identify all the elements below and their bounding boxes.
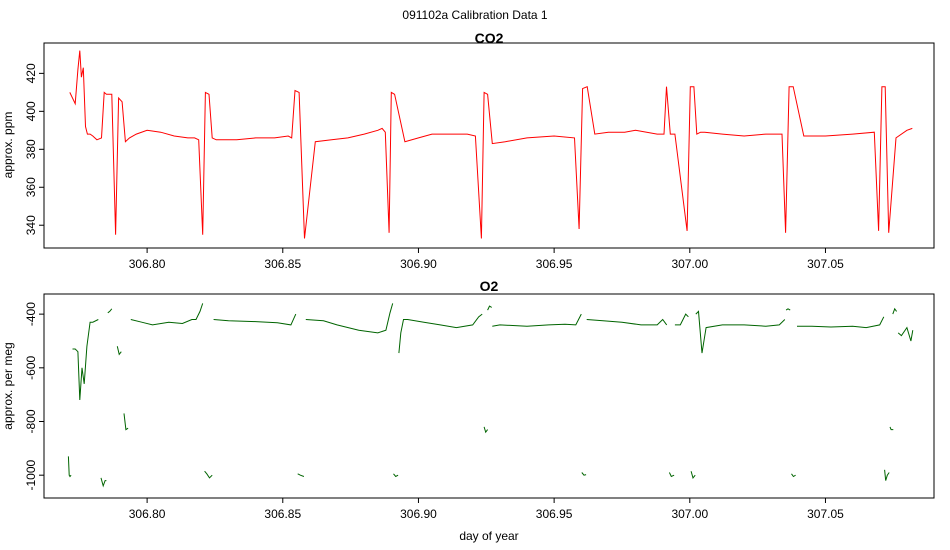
co2-y-tick-label: 340	[24, 215, 38, 235]
co2-x-tick-label: 306.80	[129, 257, 166, 271]
o2-series-line-3	[107, 308, 113, 314]
co2-y-tick-label: 400	[24, 101, 38, 121]
o2-series-line-9	[297, 473, 305, 477]
co2-x-tick-label: 307.00	[671, 257, 708, 271]
co2-y-tick-label: 380	[24, 139, 38, 159]
o2-y-tick-label: -800	[24, 409, 38, 433]
co2-y-tick-label: 420	[24, 63, 38, 83]
o2-y-tick-label: -400	[24, 302, 38, 326]
o2-series-line-14	[487, 305, 492, 311]
o2-x-tick-label: 306.85	[264, 507, 301, 521]
o2-y-tick-label: -1000	[24, 460, 38, 491]
o2-title: O2	[480, 278, 499, 294]
o2-x-label: day of year	[459, 529, 518, 543]
o2-series-line-20	[690, 471, 696, 479]
o2-x-tick-label: 307.00	[671, 507, 708, 521]
o2-series-line-24	[797, 316, 885, 329]
o2-x-tick-label: 306.90	[400, 507, 437, 521]
o2-series-line-7	[204, 470, 213, 479]
o2-x-tick-label: 306.80	[129, 507, 166, 521]
co2-series	[69, 50, 913, 239]
co2-y-label: approx. ppm	[1, 112, 15, 179]
o2-series-line-0	[67, 456, 72, 478]
o2-x-tick-label: 306.95	[536, 507, 573, 521]
o2-series-line-8	[213, 313, 297, 326]
o2-series-line-25	[884, 469, 890, 481]
o2-series-line-12	[398, 313, 483, 354]
figure-title: 091102a Calibration Data 1	[402, 8, 548, 22]
co2-plot-frame	[43, 42, 935, 249]
co2-x-tick-label: 306.85	[264, 257, 301, 271]
o2-series-line-22	[785, 308, 791, 311]
co2-title: CO2	[475, 30, 504, 46]
o2-x-axis: 306.80 306.85 306.90 306.95 307.00 307.05	[129, 498, 844, 521]
co2-y-tick-label: 360	[24, 177, 38, 197]
o2-series-line-17	[586, 318, 668, 326]
co2-x-tick-label: 306.95	[536, 257, 573, 271]
o2-series-line-21	[695, 310, 786, 354]
o2-series-line-6	[130, 303, 204, 326]
o2-series-line-11	[393, 473, 399, 478]
co2-series-line-0	[69, 50, 913, 239]
o2-series-line-4	[116, 346, 122, 356]
o2-series-line-13	[483, 426, 489, 434]
o2-series-line-28	[897, 326, 914, 342]
o2-y-tick-label: -600	[24, 355, 38, 379]
o2-series-line-18	[668, 472, 675, 478]
o2-series-line-5	[123, 413, 129, 431]
co2-x-tick-label: 307.05	[807, 257, 844, 271]
o2-series-line-19	[674, 313, 689, 326]
o2-series	[67, 303, 914, 488]
o2-series-line-26	[889, 426, 894, 431]
o2-x-tick-label: 307.05	[807, 507, 844, 521]
o2-series-line-15	[492, 313, 582, 327]
o2-series-line-27	[892, 307, 898, 315]
o2-series-line-23	[791, 473, 796, 478]
co2-x-axis: 306.80 306.85 306.90 306.95 307.00 307.05	[129, 248, 844, 271]
o2-y-axis: -1000 -800 -600 -400	[24, 302, 44, 491]
o2-series-line-10	[305, 303, 394, 334]
o2-plot-frame	[43, 293, 935, 499]
o2-series-line-2	[100, 477, 107, 488]
co2-x-tick-label: 306.90	[400, 257, 437, 271]
o2-panel: O2 -1000-800-600-400 306.80 306.85 306.90 3…	[1, 278, 935, 543]
o2-y-label: approx. per meg	[1, 342, 15, 429]
co2-y-axis: 340 360 380 400 420	[24, 63, 44, 235]
o2-series-line-16	[581, 472, 587, 476]
o2-series-line-1	[72, 319, 99, 401]
